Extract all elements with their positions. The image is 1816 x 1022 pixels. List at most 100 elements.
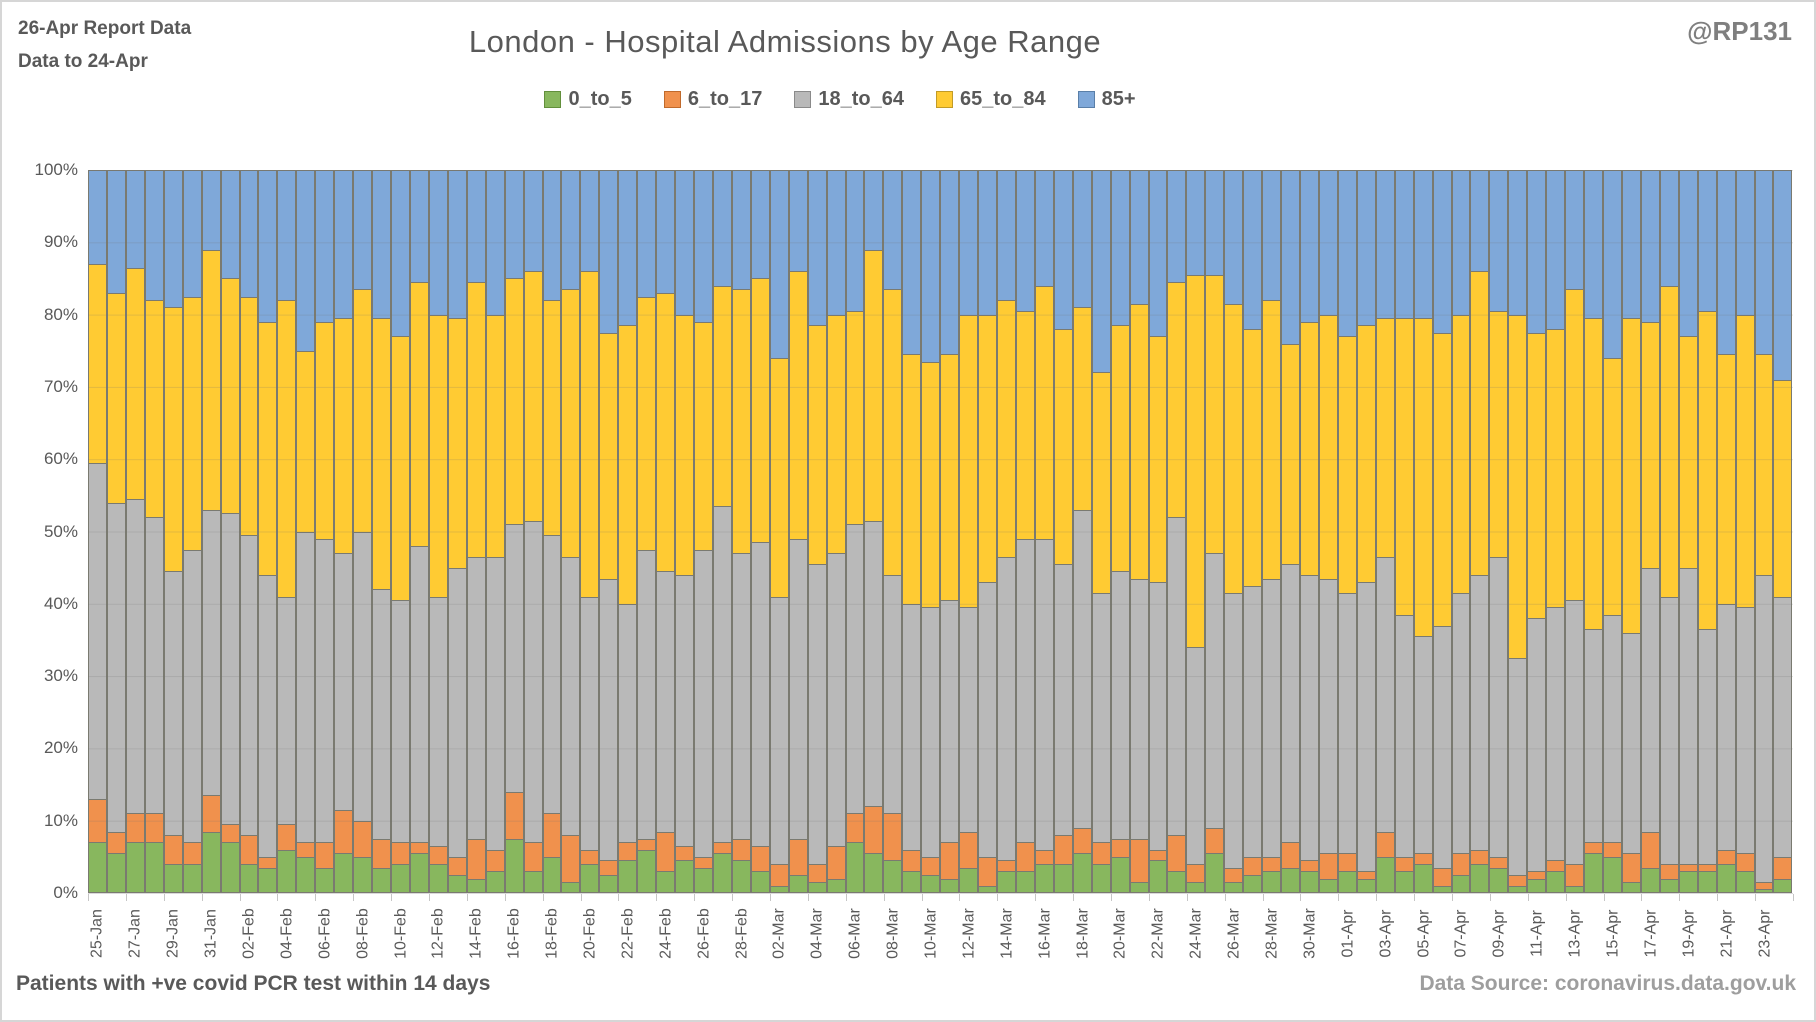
85+-segment — [978, 170, 997, 315]
85+-segment — [921, 170, 941, 362]
0_to_5-segment — [1527, 878, 1547, 893]
6_to_17-segment — [220, 824, 240, 843]
85+-segment — [1432, 170, 1452, 333]
x-tick-label-30-Mar: 30-Mar — [1301, 908, 1319, 959]
65_to_84-segment — [750, 278, 770, 543]
18_to_64-segment — [618, 603, 638, 843]
18_to_64-segment — [656, 571, 676, 832]
0_to_5-segment — [315, 867, 335, 893]
bar-16-Feb — [504, 170, 524, 893]
x-tick-label-02-Feb: 02-Feb — [240, 908, 258, 959]
85+-segment — [1394, 170, 1414, 319]
6_to_17-segment — [1678, 864, 1698, 872]
65_to_84-segment — [125, 267, 145, 499]
bar-16-Apr — [1621, 170, 1641, 893]
x-axis-tick — [88, 894, 89, 901]
85+-segment — [1584, 170, 1603, 319]
85+-segment — [1659, 170, 1679, 286]
85+-segment — [428, 170, 448, 315]
65_to_84-segment — [1546, 329, 1566, 608]
18_to_64-segment — [1470, 574, 1490, 850]
6_to_17-segment — [1470, 849, 1490, 865]
0_to_5-segment — [883, 860, 903, 893]
18_to_64-segment — [883, 574, 903, 814]
legend-swatch-0_to_5 — [544, 91, 562, 108]
x-axis-tick — [883, 894, 885, 901]
6_to_17-segment — [1413, 853, 1433, 865]
bar-01-Feb — [220, 170, 240, 893]
x-tick-label-24-Mar: 24-Mar — [1187, 908, 1205, 959]
6_to_17-segment — [144, 813, 164, 843]
bar-19-Feb — [561, 170, 581, 893]
x-tick-label-02-Mar: 02-Mar — [770, 908, 788, 959]
85+-segment — [1546, 170, 1566, 330]
x-axis-tick — [1755, 894, 1757, 901]
x-axis-tick — [353, 894, 355, 901]
0_to_5-segment — [523, 871, 543, 893]
0_to_5-segment — [1300, 871, 1319, 893]
65_to_84-segment — [1716, 354, 1736, 604]
bar-29-Mar — [1281, 170, 1300, 893]
0_to_5-segment — [694, 867, 713, 893]
18_to_64-segment — [447, 567, 467, 857]
65_to_84-segment — [864, 249, 884, 521]
85+-segment — [201, 170, 221, 250]
18_to_64-segment — [1659, 596, 1679, 865]
18_to_64-segment — [542, 535, 562, 814]
bar-01-Mar — [750, 170, 770, 893]
bar-05-Feb — [296, 170, 316, 893]
bar-06-Feb — [315, 170, 335, 893]
85+-segment — [1072, 170, 1092, 308]
x-axis-tick — [504, 894, 506, 901]
65_to_84-segment — [618, 325, 638, 604]
x-axis-tick — [1376, 894, 1378, 901]
65_to_84-segment — [1034, 285, 1054, 539]
x-tick-label-03-Apr: 03-Apr — [1377, 909, 1395, 958]
bar-13-Mar — [978, 170, 997, 893]
0_to_5-segment — [618, 860, 638, 893]
bar-24-Feb — [656, 170, 676, 893]
x-tick-label-26-Feb: 26-Feb — [695, 908, 713, 959]
0_to_5-segment — [1375, 856, 1395, 893]
0_to_5-segment — [447, 874, 467, 893]
legend-swatch-6_to_17 — [663, 91, 681, 108]
85+-segment — [940, 170, 960, 355]
6_to_17-segment — [1735, 853, 1755, 872]
65_to_84-segment — [637, 296, 657, 550]
legend-label-85+: 85+ — [1101, 88, 1136, 110]
85+-segment — [580, 170, 600, 272]
85+-segment — [1735, 170, 1755, 315]
6_to_17-segment — [580, 849, 600, 865]
18_to_64-segment — [1281, 564, 1300, 843]
0_to_5-segment — [1281, 867, 1300, 893]
x-axis-tick — [959, 894, 961, 901]
0_to_5-segment — [144, 842, 164, 893]
x-axis-tick — [163, 894, 165, 901]
85+-segment — [106, 170, 126, 293]
85+-segment — [1034, 170, 1054, 286]
bar-24-Apr — [1773, 170, 1793, 893]
bar-17-Apr — [1640, 170, 1660, 893]
6_to_17-segment — [788, 838, 808, 875]
18_to_64-segment — [1186, 647, 1206, 865]
x-tick-label-21-Apr: 21-Apr — [1718, 909, 1736, 958]
bar-08-Mar — [883, 170, 903, 893]
18_to_64-segment — [788, 538, 808, 839]
6_to_17-segment — [675, 846, 694, 861]
y-tick-label: 60% — [43, 449, 78, 469]
85+-segment — [769, 170, 789, 359]
65_to_84-segment — [428, 314, 448, 597]
x-tick-label-24-Feb: 24-Feb — [657, 908, 675, 959]
6_to_17-segment — [542, 813, 562, 857]
85+-segment — [1621, 170, 1641, 319]
85+-segment — [997, 170, 1016, 301]
0_to_5-segment — [1129, 882, 1149, 893]
18_to_64-segment — [1262, 578, 1282, 857]
0_to_5-segment — [1224, 882, 1244, 893]
18_to_64-segment — [902, 603, 922, 850]
65_to_84-segment — [1659, 285, 1679, 597]
65_to_84-segment — [883, 289, 903, 575]
85+-segment — [1110, 170, 1130, 326]
0_to_5-segment — [750, 871, 770, 893]
6_to_17-segment — [1110, 838, 1130, 857]
